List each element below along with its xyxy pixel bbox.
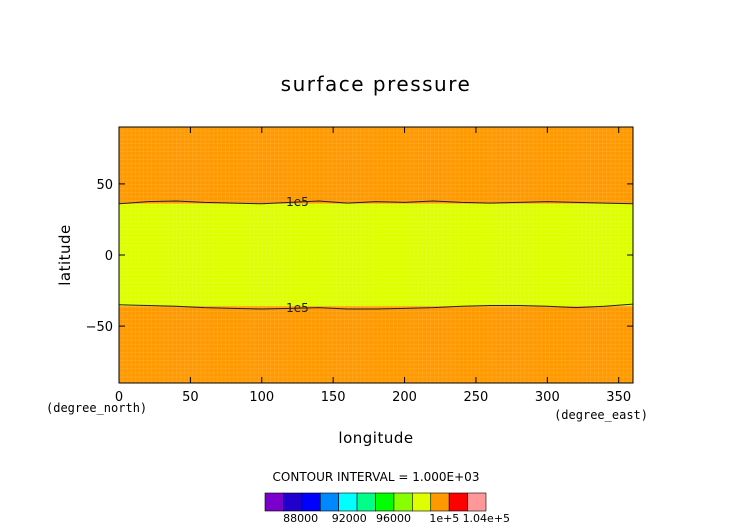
region-0 bbox=[119, 127, 633, 204]
x-tick-label: 300 bbox=[535, 390, 560, 405]
plot-area: 1e5 1e5 bbox=[118, 126, 634, 384]
chart-title: surface pressure bbox=[281, 72, 472, 96]
contour-interval-text: CONTOUR INTERVAL = 1.000E+03 bbox=[273, 470, 480, 484]
colorbar-swatch bbox=[356, 492, 376, 512]
colorbar-tick-label: 92000 bbox=[332, 512, 367, 525]
y-tick-label: −50 bbox=[86, 320, 113, 335]
colorbar-swatch bbox=[412, 492, 432, 512]
y-unit-label: (degree_north) bbox=[46, 401, 147, 415]
x-tick-label: 50 bbox=[182, 390, 199, 405]
region-2 bbox=[119, 306, 633, 383]
colorbar-tick-label: 1e+5 bbox=[429, 512, 459, 525]
fine-grid bbox=[119, 127, 633, 383]
colorbar-swatch bbox=[448, 492, 468, 512]
y-tick-label: 50 bbox=[96, 178, 113, 193]
colorbar-swatch bbox=[283, 492, 303, 512]
region-1 bbox=[119, 203, 633, 307]
contour-line-south bbox=[118, 303, 634, 310]
contour-labels: 1e5 1e5 bbox=[286, 195, 309, 315]
contour-lines bbox=[118, 200, 634, 310]
contour-label-south: 1e5 bbox=[286, 301, 309, 315]
filled-regions bbox=[119, 127, 633, 383]
x-tick-label: 200 bbox=[392, 390, 417, 405]
colorbar-tick-label: 1.04e+5 bbox=[463, 512, 510, 525]
x-tick-label: 350 bbox=[606, 390, 631, 405]
y-axis-label: latitude bbox=[56, 224, 74, 286]
x-tick-label: 250 bbox=[464, 390, 489, 405]
colorbar-swatch bbox=[338, 492, 358, 512]
colorbar-swatch bbox=[393, 492, 413, 512]
colorbar-swatch bbox=[301, 492, 321, 512]
x-axis-label: longitude bbox=[338, 429, 413, 447]
colorbar-swatch bbox=[319, 492, 339, 512]
colorbar-swatch bbox=[467, 492, 487, 512]
y-axis-ticks: −50 0 50 bbox=[86, 178, 633, 335]
colorbar-swatch bbox=[264, 492, 284, 512]
x-tick-label: 100 bbox=[249, 390, 274, 405]
x-axis-ticks: 0 50 100 150 200 250 300 350 bbox=[115, 127, 631, 405]
contour-label-north: 1e5 bbox=[286, 195, 309, 209]
colorbar-tick-label: 96000 bbox=[376, 512, 411, 525]
colorbar-swatch bbox=[430, 492, 450, 512]
colorbar-swatch bbox=[375, 492, 395, 512]
y-tick-label: 0 bbox=[105, 249, 113, 264]
colorbar: 88000 92000 96000 1e+5 1.04e+5 bbox=[264, 492, 510, 525]
x-tick-label: 150 bbox=[321, 390, 346, 405]
colorbar-tick-label: 88000 bbox=[283, 512, 318, 525]
x-unit-label: (degree_east) bbox=[554, 408, 648, 422]
x-tick-label: 0 bbox=[115, 390, 123, 405]
contour-line-north bbox=[118, 200, 634, 205]
